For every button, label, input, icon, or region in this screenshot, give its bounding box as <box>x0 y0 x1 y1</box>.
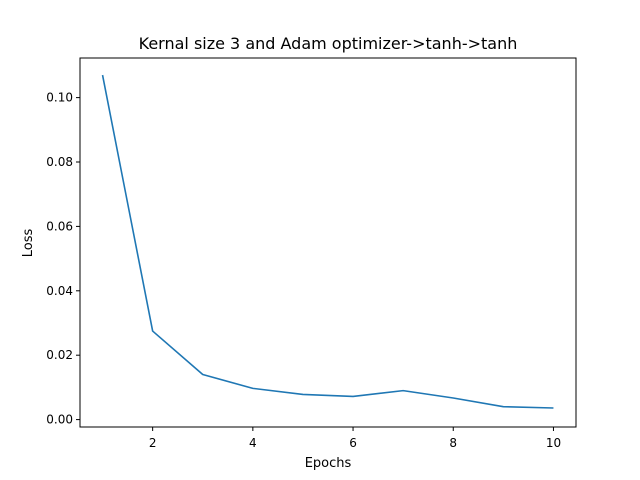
loss-line <box>101 74 554 409</box>
x-tick-label: 2 <box>149 436 157 450</box>
tick-group: 2 4 6 8 10 0.00 0.02 0.04 0.06 0.08 0.10 <box>46 91 561 450</box>
x-tick-label: 10 <box>546 436 561 450</box>
y-axis-label: Loss <box>21 229 36 258</box>
y-tick-label: 0.02 <box>46 348 73 362</box>
y-tick-label: 0.10 <box>46 91 73 105</box>
y-tick-label: 0.00 <box>46 413 73 427</box>
y-tick-label: 0.06 <box>46 219 73 233</box>
series-group <box>101 74 554 409</box>
y-tick-label: 0.04 <box>46 284 73 298</box>
x-tick-label: 4 <box>249 436 257 450</box>
x-tick-label: 8 <box>449 436 457 450</box>
y-tick-label: 0.08 <box>46 155 73 169</box>
x-tick-label: 6 <box>349 436 357 450</box>
x-axis-label: Epochs <box>305 456 352 471</box>
plot-area-frame <box>79 57 577 428</box>
chart-title: Kernal size 3 and Adam optimizer->tanh->… <box>139 34 518 53</box>
